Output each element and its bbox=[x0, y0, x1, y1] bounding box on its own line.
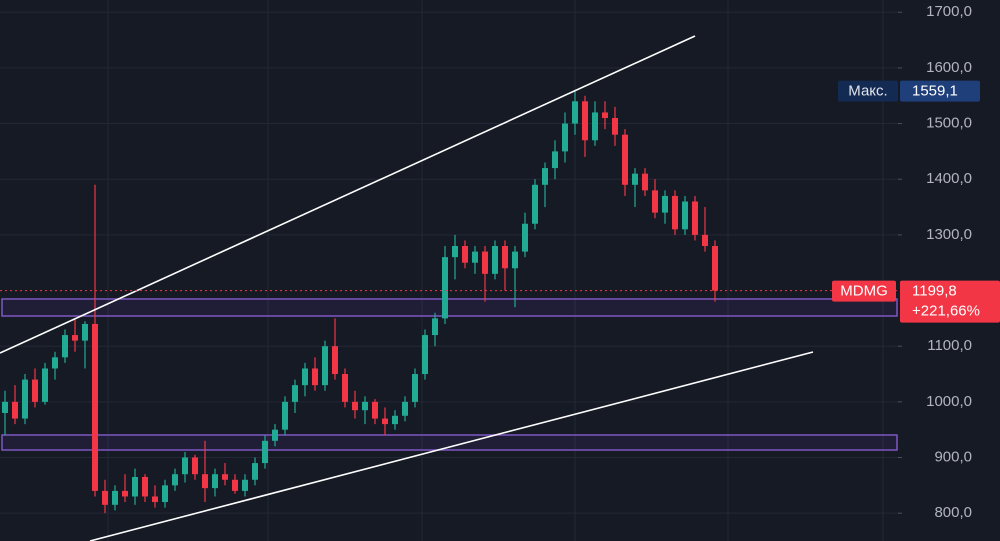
price-badge bbox=[900, 280, 1000, 323]
candle-body bbox=[22, 379, 28, 419]
candle-body bbox=[132, 476, 138, 497]
candle-body bbox=[502, 246, 508, 269]
candle-body bbox=[252, 463, 258, 480]
candle-body bbox=[12, 401, 18, 419]
candle-body bbox=[592, 112, 598, 141]
candle-body bbox=[2, 401, 8, 413]
y-tick-label: 1700,0 bbox=[926, 3, 972, 20]
last-price-label: 1199,8 bbox=[912, 283, 957, 300]
candle-body bbox=[352, 401, 358, 411]
candle-body bbox=[492, 246, 498, 274]
candle-body bbox=[282, 401, 288, 430]
candle-body bbox=[312, 368, 318, 386]
zone-rect bbox=[1, 434, 898, 451]
candle-body bbox=[712, 246, 718, 291]
candle-body bbox=[292, 385, 298, 402]
candle-body bbox=[532, 184, 538, 224]
candle-body bbox=[102, 490, 108, 505]
candle-body bbox=[482, 251, 488, 274]
candle-body bbox=[172, 474, 178, 486]
max-name: Макс. bbox=[848, 83, 887, 100]
candle-body bbox=[472, 251, 478, 263]
candle-body bbox=[112, 490, 118, 505]
candle-body bbox=[582, 101, 588, 141]
candle-body bbox=[222, 474, 228, 480]
candle-body bbox=[52, 357, 58, 369]
candle-body bbox=[572, 101, 578, 124]
candle-body bbox=[642, 173, 648, 191]
candle-body bbox=[402, 401, 408, 416]
candle-body bbox=[632, 173, 638, 185]
candle-body bbox=[432, 318, 438, 336]
candle-body bbox=[682, 201, 688, 230]
candle-body bbox=[142, 476, 148, 497]
candle-body bbox=[422, 335, 428, 375]
candle-body bbox=[322, 346, 328, 386]
candle-body bbox=[332, 346, 338, 375]
candle-body bbox=[162, 485, 168, 503]
symbol-label: MDMG bbox=[840, 283, 888, 300]
y-tick-label: 800,0 bbox=[934, 504, 972, 521]
candle-body bbox=[362, 401, 368, 411]
candles bbox=[2, 90, 718, 514]
candle-body bbox=[512, 251, 518, 269]
candle-body bbox=[612, 117, 618, 135]
candle-body bbox=[152, 496, 158, 503]
max-badge bbox=[838, 80, 898, 102]
zone-rect bbox=[1, 298, 898, 317]
candle-body bbox=[522, 223, 528, 252]
candle-body bbox=[542, 168, 548, 185]
candle-body bbox=[672, 195, 678, 230]
max-value-badge bbox=[900, 80, 980, 102]
candle-body bbox=[662, 195, 668, 213]
candle-body bbox=[72, 335, 78, 341]
candle-body bbox=[182, 457, 188, 475]
trend-line bbox=[89, 351, 814, 541]
candle-body bbox=[552, 151, 558, 169]
candle-body bbox=[692, 201, 698, 235]
candle-body bbox=[32, 379, 38, 402]
candle-body bbox=[452, 246, 458, 258]
y-tick-label: 1600,0 bbox=[926, 59, 972, 76]
candle-body bbox=[342, 374, 348, 402]
max-value: 1559,1 bbox=[912, 83, 958, 100]
candle-body bbox=[212, 474, 218, 489]
candle-body bbox=[272, 429, 278, 441]
candle-body bbox=[372, 401, 378, 419]
candle-body bbox=[392, 415, 398, 425]
candle-body bbox=[622, 134, 628, 185]
grid bbox=[0, 11, 898, 514]
candle-body bbox=[382, 418, 388, 425]
y-tick-label: 1100,0 bbox=[927, 337, 972, 354]
candle-body bbox=[652, 190, 658, 213]
y-tick-label: 1000,0 bbox=[926, 393, 972, 410]
y-tick-label: 1300,0 bbox=[926, 226, 972, 243]
candle-body bbox=[82, 323, 88, 341]
candle-body bbox=[232, 479, 238, 491]
candle-body bbox=[702, 234, 708, 247]
change-label: +221,66% bbox=[912, 303, 980, 320]
candle-body bbox=[192, 457, 198, 475]
candle-body bbox=[442, 257, 448, 319]
y-tick-label: 1400,0 bbox=[926, 170, 972, 187]
symbol-badge bbox=[832, 280, 896, 302]
candle-body bbox=[42, 368, 48, 402]
y-tick-label: 1500,0 bbox=[926, 115, 972, 132]
candle-body bbox=[602, 112, 608, 118]
candle-body bbox=[302, 368, 308, 386]
candle-body bbox=[122, 490, 128, 497]
candle-body bbox=[202, 474, 208, 489]
candle-body bbox=[412, 374, 418, 402]
trend-line bbox=[0, 35, 696, 354]
y-tick-label: 900,0 bbox=[934, 448, 972, 465]
candle-body bbox=[262, 440, 268, 464]
candle-body bbox=[62, 335, 68, 358]
candle-body bbox=[462, 246, 468, 263]
price-axis: 800,0 900,0 1000,0 1100,0 1300,0 1400,0 1500,0… bbox=[898, 3, 972, 521]
candle-body bbox=[92, 323, 98, 491]
candle-body bbox=[562, 123, 568, 152]
candle-body bbox=[242, 479, 248, 491]
